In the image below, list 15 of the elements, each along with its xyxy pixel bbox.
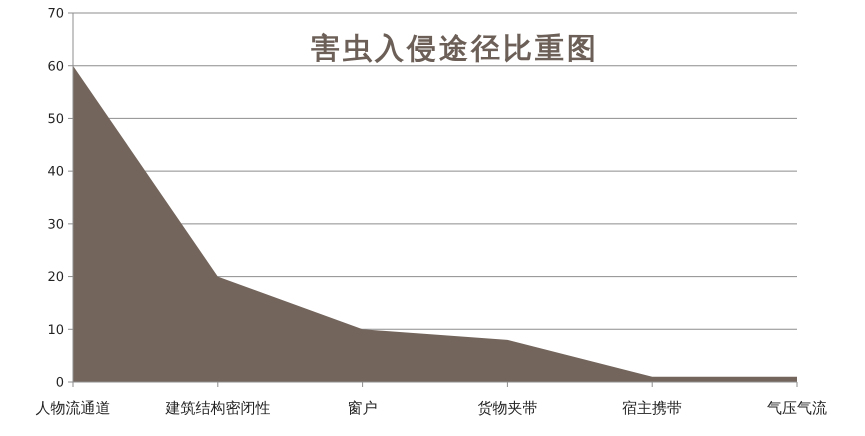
y-tick-label: 20 <box>47 270 64 286</box>
text: 害虫入侵途径比重图 <box>311 31 599 65</box>
x-tick-label: 气压气流 <box>767 399 827 417</box>
y-tick-label: 50 <box>47 112 64 127</box>
x-tick-label: 窗户 <box>348 399 378 417</box>
x-tick-label: 宿主携带 <box>622 399 682 417</box>
x-tick-label: 人物流通道 <box>36 399 110 417</box>
x-tick-label: 货物夹带 <box>477 399 538 417</box>
y-tick-label: 60 <box>47 59 64 74</box>
x-tick-label: 建筑结构密闭性 <box>164 399 270 417</box>
y-tick-label: 10 <box>47 322 64 338</box>
y-tick-label: 40 <box>47 164 64 180</box>
y-tick-label: 0 <box>56 376 64 391</box>
y-tick-label: 30 <box>47 217 64 232</box>
y-tick-label: 70 <box>47 6 64 22</box>
